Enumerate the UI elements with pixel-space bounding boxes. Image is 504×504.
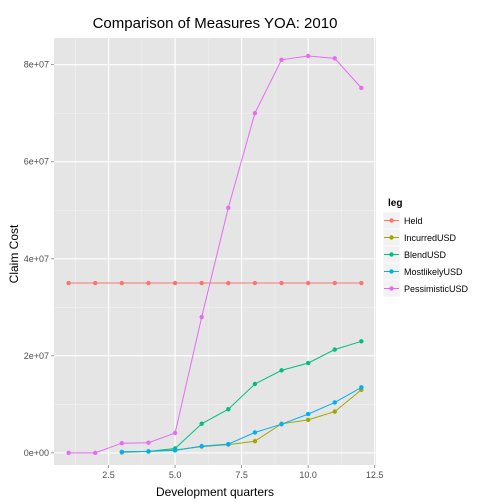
point-held-4 <box>146 280 151 286</box>
point-held-1 <box>66 280 71 286</box>
legend-key-point-held <box>389 218 394 223</box>
series-line-blendusd <box>121 340 362 453</box>
grid-minor <box>54 38 376 465</box>
legend-label-incurredusd: IncurredUSD <box>404 233 457 243</box>
point-mostlikelyusd-9 <box>279 422 284 427</box>
point-held-8 <box>252 280 258 286</box>
plot-panel <box>54 38 376 465</box>
point-incurredusd-11 <box>332 409 337 414</box>
series-lines <box>68 55 362 454</box>
y-tick-label-0: 0e+00 <box>24 448 49 458</box>
legend-key-point-pessimisticusd <box>389 286 394 291</box>
legend-label-mostlikelyusd: MostlikelyUSD <box>404 267 463 277</box>
point-mostlikelyusd-3 <box>119 449 125 455</box>
legend: leg Held IncurredUSD BlendUSD MostlikelyUSD… <box>382 198 469 298</box>
x-tick-label-2: 7.5 <box>235 470 248 480</box>
chart-title: Comparison of Measures YOA: 2010 <box>93 15 338 32</box>
point-held-9 <box>279 280 284 286</box>
y-axis-title: Claim Cost <box>7 224 21 283</box>
point-pessimisticusd-12 <box>359 85 364 91</box>
point-pessimisticusd-1 <box>66 450 71 456</box>
legend-key-point-mostlikelyusd <box>389 269 394 274</box>
y-tick-label-1: 2e+07 <box>24 351 49 361</box>
series-points <box>66 53 364 456</box>
y-tick-label-4: 8e+07 <box>24 60 49 70</box>
point-pessimisticusd-6 <box>199 314 204 320</box>
point-held-10 <box>305 280 311 286</box>
point-blendusd-10 <box>305 360 311 366</box>
x-tick-label-0: 2.5 <box>102 470 115 480</box>
legend-label-held: Held <box>404 216 423 226</box>
y-tick-label-3: 6e+07 <box>24 157 49 167</box>
point-held-3 <box>119 280 125 286</box>
series-line-pessimisticusd <box>68 55 362 454</box>
point-pessimisticusd-7 <box>226 205 231 211</box>
point-mostlikelyusd-11 <box>332 400 337 405</box>
legend-label-blendusd: BlendUSD <box>404 250 447 260</box>
x-tick-label-4: 12.5 <box>366 470 384 480</box>
point-incurredusd-10 <box>305 417 311 423</box>
legend-title: leg <box>388 198 402 209</box>
y-axis-ticks: 0e+00 2e+07 4e+07 6e+07 8e+07 <box>24 60 54 458</box>
point-blendusd-9 <box>279 368 284 373</box>
legend-key-point-blendusd <box>389 252 394 257</box>
point-pessimisticusd-4 <box>146 440 151 445</box>
point-held-6 <box>199 280 204 286</box>
point-held-12 <box>359 280 364 286</box>
legend-key-point-incurredusd <box>389 235 394 240</box>
point-mostlikelyusd-7 <box>226 441 231 447</box>
point-pessimisticusd-2 <box>93 450 98 456</box>
point-pessimisticusd-9 <box>279 57 284 63</box>
x-tick-label-3: 10.0 <box>299 470 317 480</box>
point-pessimisticusd-11 <box>332 56 337 61</box>
point-blendusd-12 <box>359 339 364 344</box>
point-held-7 <box>226 280 231 286</box>
y-tick-label-2: 4e+07 <box>24 254 49 264</box>
point-incurredusd-8 <box>252 439 258 444</box>
point-held-5 <box>172 280 178 286</box>
point-pessimisticusd-5 <box>172 430 178 436</box>
point-pessimisticusd-8 <box>252 111 258 116</box>
x-axis-ticks: 2.5 5.0 7.5 10.0 12.5 <box>102 465 383 480</box>
legend-label-pessimisticusd: PessimisticUSD <box>404 284 469 294</box>
point-pessimisticusd-10 <box>305 53 311 59</box>
point-mostlikelyusd-4 <box>146 449 151 454</box>
grid-major <box>54 38 376 465</box>
point-pessimisticusd-3 <box>119 440 125 446</box>
point-blendusd-7 <box>226 406 231 412</box>
point-held-2 <box>93 280 98 286</box>
point-mostlikelyusd-10 <box>305 411 311 417</box>
point-mostlikelyusd-12 <box>359 385 364 390</box>
x-tick-label-1: 5.0 <box>169 470 182 480</box>
point-mostlikelyusd-5 <box>172 448 178 453</box>
series-line-mostlikelyusd <box>121 386 362 453</box>
point-blendusd-11 <box>332 347 337 352</box>
x-axis-title: Development quarters <box>156 485 274 499</box>
point-blendusd-6 <box>199 421 204 426</box>
point-blendusd-8 <box>252 381 258 387</box>
point-held-11 <box>332 280 337 286</box>
point-mostlikelyusd-8 <box>252 430 258 435</box>
point-mostlikelyusd-6 <box>199 443 204 449</box>
